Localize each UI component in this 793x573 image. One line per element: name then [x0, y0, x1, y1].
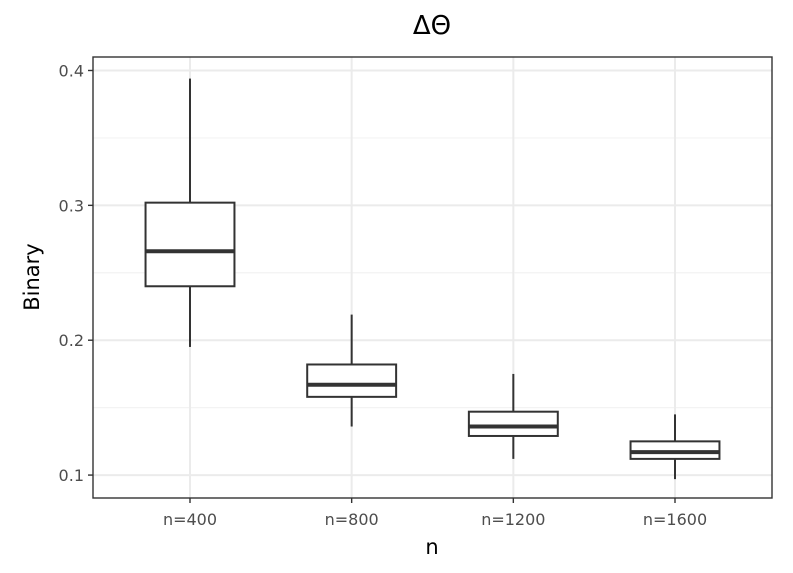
box-iqr — [629, 440, 721, 460]
x-tick-label: n=1600 — [643, 510, 707, 529]
box-iqr — [306, 363, 398, 398]
y-axis-title: Binary — [20, 243, 44, 310]
x-tick-label: n=800 — [325, 510, 379, 529]
y-tick-label: 0.1 — [59, 466, 84, 485]
box-n=1200 — [467, 373, 559, 459]
chart-title: ΔΘ — [413, 11, 451, 41]
y-tick-label: 0.2 — [59, 331, 84, 350]
axes: 0.1 0.2 0.3 0.4 n=400 n=800 n=1200 n=1600 — [59, 61, 708, 529]
x-axis-title: n — [425, 535, 438, 559]
y-tick-label: 0.4 — [59, 61, 84, 80]
box-n=400 — [144, 78, 236, 347]
box-n=1600 — [629, 414, 721, 480]
y-tick-label: 0.3 — [59, 196, 84, 215]
box-n=800 — [306, 314, 398, 427]
panel-border — [92, 56, 773, 499]
box-iqr — [467, 410, 559, 437]
box-iqr — [144, 201, 236, 288]
boxes — [144, 78, 721, 480]
x-tick-label: n=1200 — [481, 510, 545, 529]
x-tick-label: n=400 — [163, 510, 217, 529]
